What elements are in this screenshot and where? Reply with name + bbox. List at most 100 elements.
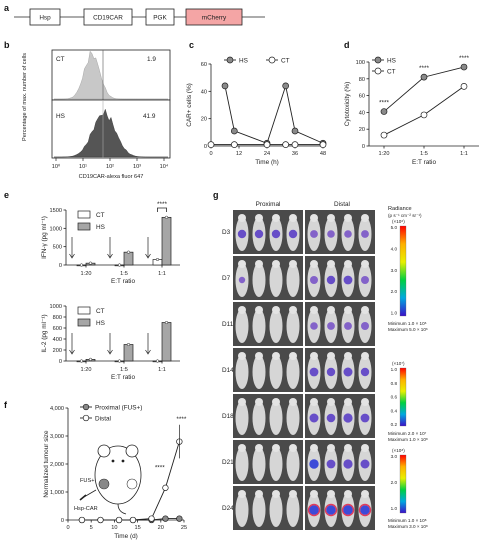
legend-label: Proximal (FUS+) xyxy=(95,405,142,412)
flow-plot-hs: HS 41.9 xyxy=(51,99,171,159)
y-tick-label: 1000 xyxy=(50,304,62,310)
point-ct xyxy=(207,141,215,148)
mouse-silhouette xyxy=(286,355,300,389)
legend-label: CT xyxy=(387,69,396,76)
point-ct xyxy=(282,141,290,148)
mouse-head xyxy=(310,398,318,406)
point-hs xyxy=(221,82,229,90)
legend-label: HS xyxy=(387,58,396,65)
bioluminescence-signal xyxy=(343,367,353,377)
construct-box-cd19car-label: CD19CAR xyxy=(93,15,123,22)
mouse-head xyxy=(344,490,352,498)
point-hs xyxy=(420,73,428,81)
day-label: D7 xyxy=(222,275,231,282)
mouse-silhouette xyxy=(269,263,283,297)
scale-exponent: (×10⁷) xyxy=(392,361,405,366)
replicate-point xyxy=(164,320,169,325)
mouse-head xyxy=(272,398,280,406)
mouse-head xyxy=(289,352,297,360)
scale-tick-label: 1.0 xyxy=(391,311,398,316)
x-tick-label: 10 xyxy=(111,525,117,531)
mouse-head xyxy=(238,214,246,222)
flow-plot-ct: CT 1.9 xyxy=(51,49,171,101)
panel-label-c: c xyxy=(189,40,194,50)
replicate-point xyxy=(117,263,122,267)
mouse-head xyxy=(289,214,297,222)
flow-ct-name: CT xyxy=(56,56,65,63)
day-label: D18 xyxy=(222,413,234,420)
y-axis-label: IL-2 (pg ml⁻¹) xyxy=(41,314,48,352)
mouse-head xyxy=(327,398,335,406)
bioluminescence-signal xyxy=(360,459,370,469)
mouse-silhouette xyxy=(235,447,249,481)
bioluminescence-signal xyxy=(310,230,318,238)
x-tick-label: 1:5 xyxy=(420,151,428,157)
bioluminescence-signal xyxy=(309,505,319,515)
flow-tick-label: 10² xyxy=(106,164,114,170)
x-tick-label: 5 xyxy=(90,525,93,531)
legend-marker xyxy=(374,56,382,64)
bar-hs xyxy=(123,251,134,266)
bioluminescence-signal xyxy=(343,275,353,285)
bioluminescence-signal xyxy=(360,367,370,377)
scale-tick-label: 3.0 xyxy=(391,268,398,273)
histogram-hs xyxy=(53,108,168,158)
series-point xyxy=(78,516,86,524)
mouse-head xyxy=(238,398,246,406)
bioluminescence-signal xyxy=(326,413,336,423)
flow-tick-label: 10¹ xyxy=(79,164,87,170)
mouse-head xyxy=(272,490,280,498)
legend-label: CT xyxy=(96,308,105,315)
point-ct xyxy=(319,141,327,148)
y-axis-label: Cytotoxicity (%) xyxy=(344,82,351,126)
x-axis-label: Time (d) xyxy=(114,533,138,540)
y-tick-label: 600 xyxy=(53,326,62,332)
series-point xyxy=(148,515,155,522)
scale-minimum: Minimum 2.0 × 10⁷ xyxy=(388,431,427,436)
flow-x-ticks: 10⁰ 10¹ 10² 10³ 10⁴ xyxy=(52,158,169,170)
mouse-silhouette xyxy=(286,309,300,343)
x-tick-label: 1:20 xyxy=(81,271,92,277)
bioluminescence-signal xyxy=(361,276,369,284)
mouse-head xyxy=(310,490,318,498)
panel-label-f: f xyxy=(4,400,8,410)
x-tick-label: 36 xyxy=(292,151,298,157)
radiance-units: (p s⁻¹ cm⁻² sr⁻¹) xyxy=(388,213,422,218)
mouse-head xyxy=(310,306,318,314)
legend-marker xyxy=(374,67,382,75)
construct-box-pgk-label: PGK xyxy=(153,15,167,22)
mouse-head xyxy=(238,352,246,360)
legend-swatch xyxy=(77,306,91,315)
replicate-point xyxy=(88,357,93,361)
scale-tick-label: 2.0 xyxy=(391,289,398,294)
scale-tick-label: 5.0 xyxy=(391,225,398,230)
mouse-silhouette xyxy=(269,447,283,481)
mouse-head xyxy=(344,260,352,268)
colour-scale-bar xyxy=(399,225,407,317)
histogram-ct xyxy=(53,50,168,100)
signal-ring xyxy=(307,503,321,517)
x-tick-label: 1:20 xyxy=(379,151,390,157)
x-tick-label: 48 xyxy=(320,151,326,157)
legend-label: HS xyxy=(96,320,105,327)
legend-label: Distal xyxy=(95,416,111,423)
mouse-head xyxy=(238,260,246,268)
point-hs xyxy=(282,82,290,90)
series-point xyxy=(129,516,137,524)
y-tick-label: 3,000 xyxy=(50,434,64,440)
construct-box-mcherry-label: mCherry xyxy=(202,15,227,22)
series-line-ct xyxy=(383,85,465,136)
scale-tick-label: 0.2 xyxy=(391,422,398,427)
mouse-head xyxy=(272,306,280,314)
arrow-indicator xyxy=(145,333,151,355)
series-point xyxy=(115,516,123,524)
mouse-head xyxy=(255,352,263,360)
significance-label: **** xyxy=(459,55,469,62)
mouse-silhouette xyxy=(286,263,300,297)
scale-maximum: Maximum 1.0 × 10⁸ xyxy=(388,437,428,442)
legend-label: HS xyxy=(96,224,105,231)
y-tick-label: 800 xyxy=(53,315,62,321)
bar-hs xyxy=(161,322,172,362)
mouse-head xyxy=(327,214,335,222)
bioluminescence-signal xyxy=(343,505,353,515)
